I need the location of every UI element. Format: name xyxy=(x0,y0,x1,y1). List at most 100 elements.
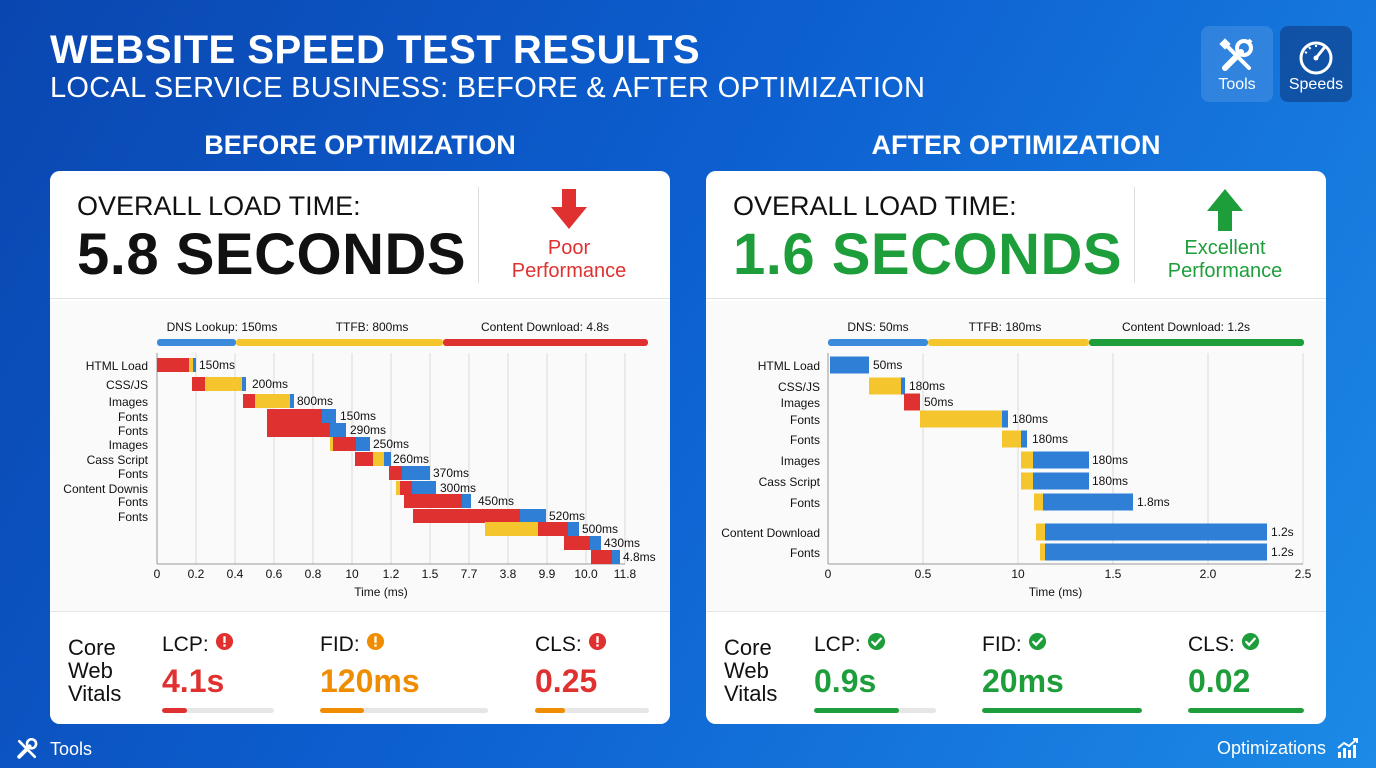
row-value-label: 50ms xyxy=(924,395,953,409)
timing-bar-segment xyxy=(1021,451,1033,469)
waterfall-chart: DNS: 50ms TTFB: 180ms Content Download: 1.… xyxy=(706,301,1326,611)
row-value-label: 520ms xyxy=(549,509,585,523)
timing-bar-segment xyxy=(255,394,290,408)
metric-label: CLS: xyxy=(1188,632,1235,656)
row-label: Fonts xyxy=(790,413,820,427)
row-value-label: 250ms xyxy=(373,437,409,451)
row-label: Cass Script xyxy=(759,475,821,489)
row-value-label: 450ms xyxy=(478,494,514,508)
phase-label: DNS Lookup: 150ms xyxy=(167,320,278,334)
metric-label: FID: xyxy=(982,632,1022,656)
page-title: WEBSITE SPEED TEST RESULTS xyxy=(50,28,701,72)
metric-cls: CLS: 0.25 xyxy=(535,632,649,713)
tick-label: 2.5 xyxy=(1295,567,1312,581)
performance-line-1: Excellent xyxy=(1184,237,1266,259)
timing-bar-segment xyxy=(520,509,546,523)
phase-label: TTFB: 800ms xyxy=(336,320,409,334)
timing-bar-segment xyxy=(612,550,620,564)
tick-label: 9.9 xyxy=(539,567,556,581)
load-time-section: OVERALL LOAD TIME: 5.8 SECONDS Poor Perf… xyxy=(50,171,670,299)
phase-label: TTFB: 180ms xyxy=(969,320,1042,334)
row-label: Fonts xyxy=(118,410,148,424)
load-time-value: 1.6 SECONDS xyxy=(733,222,1123,287)
tools-button[interactable]: Tools xyxy=(1201,26,1273,102)
tick-label: 0.6 xyxy=(266,567,283,581)
tick-label: 2.0 xyxy=(1200,567,1217,581)
footer-optimizations-label: Optimizations xyxy=(1216,737,1326,758)
timing-bar-segment xyxy=(462,494,471,508)
core-web-vitals: Core Web Vitals LCP: 4.1s FID: 120ms CLS… xyxy=(50,611,670,724)
cwv-title: Core Web Vitals xyxy=(724,636,777,705)
x-axis-label: Time (ms) xyxy=(354,585,408,599)
arrow-up-icon xyxy=(1207,189,1243,231)
timing-bar-segment xyxy=(1021,472,1033,490)
timing-bar-segment xyxy=(290,394,294,408)
timing-bar-segment xyxy=(830,356,869,374)
metric-bar xyxy=(162,708,274,713)
row-value-label: 430ms xyxy=(604,536,640,550)
speedometer-icon xyxy=(1296,36,1336,81)
timing-bar-segment xyxy=(564,536,590,550)
timing-bar-segment xyxy=(1033,472,1089,490)
tick-label: 0 xyxy=(154,567,161,581)
footer-tools-link[interactable]: Tools xyxy=(14,736,92,762)
metric-fid: FID: 20ms xyxy=(982,632,1142,713)
row-label: Fonts xyxy=(118,510,148,524)
tick-label: 0.5 xyxy=(915,567,932,581)
divider xyxy=(478,187,479,283)
tools-button-label: Tools xyxy=(1218,76,1256,93)
tick-label: 10 xyxy=(345,567,359,581)
page-subtitle: LOCAL SERVICE BUSINESS: BEFORE & AFTER O… xyxy=(50,72,926,104)
divider xyxy=(1134,187,1135,283)
timing-bar-segment xyxy=(413,509,520,523)
timing-bar-segment xyxy=(189,358,193,372)
metric-value: 0.02 xyxy=(1188,663,1251,699)
row-value-label: 180ms xyxy=(1032,432,1068,446)
row-value-label: 1.2s xyxy=(1271,525,1294,539)
row-value-label: 300ms xyxy=(440,481,476,495)
phase-label: Content Download: 1.2s xyxy=(1122,320,1250,334)
performance-line-1: Poor xyxy=(547,237,591,259)
timing-bar-segment xyxy=(1033,451,1089,469)
row-value-label: 50ms xyxy=(873,358,902,372)
waterfall-svg: DNS Lookup: 150ms TTFB: 800ms Content Down… xyxy=(63,320,656,599)
metric-value: 0.9s xyxy=(814,663,877,699)
timing-bar-segment xyxy=(1036,523,1045,541)
row-value-label: 4.8ms xyxy=(623,550,656,564)
timing-bar-segment xyxy=(1002,430,1021,448)
core-web-vitals: Core Web Vitals LCP: 0.9s FID: 20ms CLS:… xyxy=(706,611,1326,724)
row-label: Images xyxy=(781,454,820,468)
waterfall-svg: DNS: 50ms TTFB: 180ms Content Download: 1.… xyxy=(721,320,1312,599)
cwv-title-line: Core xyxy=(724,635,772,660)
timing-bar-segment xyxy=(373,452,384,466)
row-label: HTML Load xyxy=(86,359,148,373)
tick-label: 11.8 xyxy=(614,567,637,581)
timing-bar-segment xyxy=(1043,493,1133,511)
row-label: Content Downis xyxy=(63,482,148,496)
load-time-section: OVERALL LOAD TIME: 1.6 SECONDS Excellent… xyxy=(706,171,1326,299)
row-label: CSS/JS xyxy=(778,380,820,394)
cwv-title-line: Web xyxy=(724,658,769,683)
row-value-label: 150ms xyxy=(199,358,235,372)
metric-label: LCP: xyxy=(162,632,209,656)
timing-bar-segment xyxy=(568,522,579,536)
footer-optimizations: Optimizations xyxy=(1217,736,1360,760)
metric-bar-fill xyxy=(162,708,187,713)
tick-label: 3.8 xyxy=(500,567,517,581)
cwv-title-line: Web xyxy=(68,658,113,683)
row-value-label: 180ms xyxy=(1012,412,1048,426)
phase-label: Content Download: 4.8s xyxy=(481,320,609,334)
metric-value: 0.25 xyxy=(535,663,598,699)
metric-lcp: LCP: 4.1s xyxy=(162,632,274,713)
speeds-button[interactable]: Speeds xyxy=(1280,26,1352,102)
tick-label: 0.8 xyxy=(305,567,322,581)
timing-bar-segment xyxy=(402,466,430,480)
timing-bar-segment xyxy=(267,423,330,437)
timing-bar-segment xyxy=(396,481,400,495)
timing-bar-segment xyxy=(330,423,346,437)
tick-label: 1.5 xyxy=(1105,567,1122,581)
row-label: Fonts xyxy=(790,433,820,447)
timing-bar-segment xyxy=(412,481,436,495)
speeds-button-label: Speeds xyxy=(1288,76,1344,93)
row-value-label: 180ms xyxy=(909,379,945,393)
